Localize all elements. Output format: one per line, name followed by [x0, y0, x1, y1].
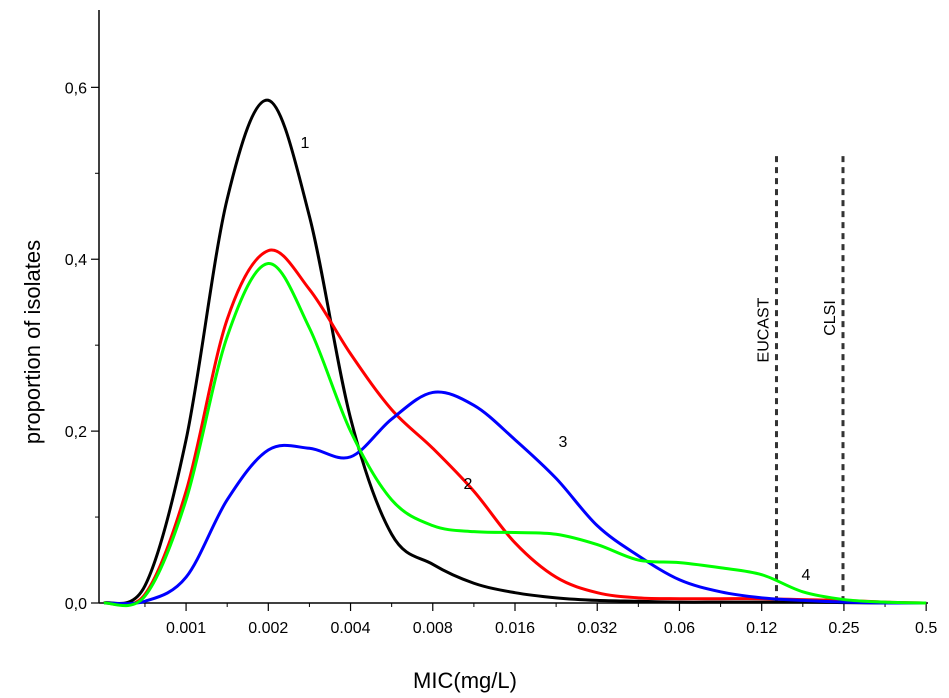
- series-line: [103, 248, 927, 607]
- x-tick-label: 0.001: [166, 620, 206, 637]
- x-tick-label: 0.06: [664, 620, 695, 637]
- series-label: 1: [301, 135, 310, 152]
- y-tick-label: 0,2: [65, 424, 87, 441]
- x-tick-label: 0.004: [331, 620, 371, 637]
- series-line: [103, 262, 927, 608]
- x-tick-label: 0.12: [746, 620, 777, 637]
- series-label: 2: [464, 476, 473, 493]
- x-tick-label: 0.008: [413, 620, 453, 637]
- y-axis-title: proportion of isolates: [20, 240, 45, 444]
- x-tick-label: 0.25: [828, 620, 859, 637]
- y-tick-label: 0,4: [65, 252, 87, 269]
- x-tick-label: 0.002: [248, 620, 288, 637]
- x-tick-label: 0.016: [495, 620, 535, 637]
- series-label: 3: [559, 434, 568, 451]
- y-tick-label: 0,0: [65, 596, 87, 613]
- series-line: [103, 98, 927, 606]
- x-tick-label: 0.032: [577, 620, 617, 637]
- y-tick-label: 0,6: [65, 80, 87, 97]
- x-axis-title: MIC(mg/L): [413, 668, 517, 693]
- series-line: [103, 390, 927, 606]
- reference-label: CLSI: [822, 300, 839, 336]
- x-tick-label: 0.5: [915, 620, 937, 637]
- reference-label: EUCAST: [755, 297, 772, 362]
- series-label: 4: [802, 567, 811, 584]
